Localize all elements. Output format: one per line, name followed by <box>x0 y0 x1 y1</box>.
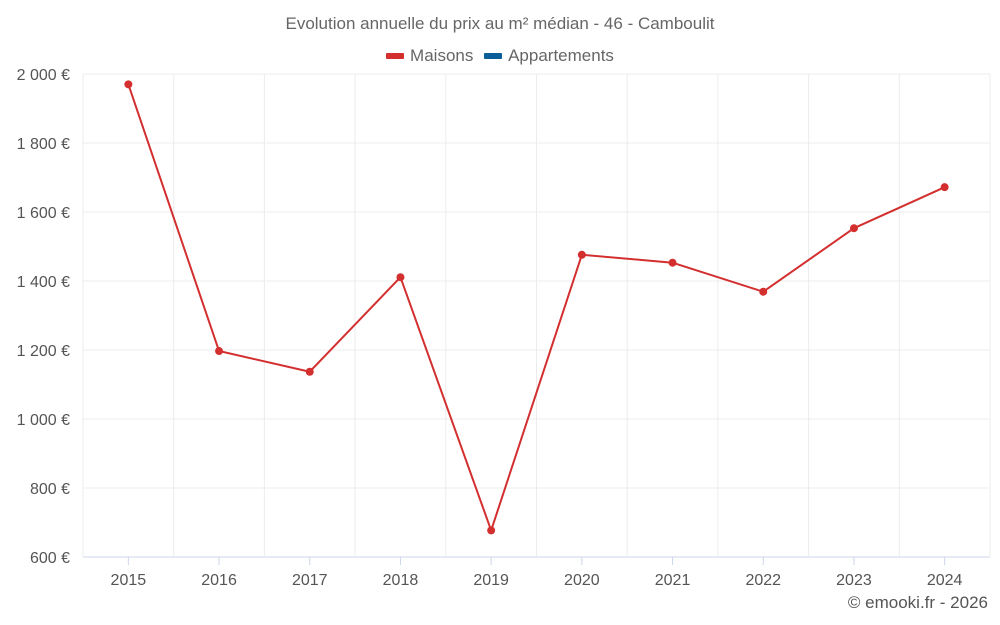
x-tick-label: 2022 <box>745 572 781 589</box>
data-point <box>668 258 677 267</box>
x-tick-label: 2016 <box>201 572 237 589</box>
data-point <box>396 273 405 282</box>
y-tick-label: 2 000 € <box>17 67 70 84</box>
data-point <box>940 183 949 192</box>
data-point <box>215 347 224 356</box>
y-tick-label: 800 € <box>30 481 70 498</box>
y-tick-label: 600 € <box>30 550 70 567</box>
data-point <box>487 526 496 535</box>
legend-item-appartements[interactable]: Appartements <box>484 46 614 66</box>
x-tick-label: 2023 <box>836 572 872 589</box>
legend-swatch-maisons <box>386 53 405 59</box>
x-tick-label: 2020 <box>564 572 600 589</box>
x-tick-label: 2021 <box>655 572 691 589</box>
x-tick-label: 2017 <box>292 572 328 589</box>
y-tick-label: 1 000 € <box>17 412 70 429</box>
chart-legend: Maisons Appartements <box>0 44 1000 66</box>
legend-item-maisons[interactable]: Maisons <box>386 46 473 66</box>
x-tick-label: 2024 <box>927 572 963 589</box>
data-point <box>124 80 133 89</box>
credit-text: © emooki.fr - 2026 <box>847 593 988 612</box>
data-point <box>759 287 768 296</box>
y-tick-label: 1 600 € <box>17 205 70 222</box>
data-point <box>849 224 858 233</box>
legend-label-appartements: Appartements <box>508 46 614 65</box>
y-tick-label: 1 200 € <box>17 343 70 360</box>
y-tick-label: 1 800 € <box>17 136 70 153</box>
x-tick-label: 2015 <box>111 572 147 589</box>
legend-label-maisons: Maisons <box>410 46 474 65</box>
x-tick-label: 2018 <box>383 572 419 589</box>
chart-title: Evolution annuelle du prix au m² médian … <box>285 14 715 33</box>
legend-swatch-appartements <box>484 53 503 59</box>
data-point <box>577 250 586 259</box>
data-point <box>305 367 314 376</box>
y-tick-label: 1 400 € <box>17 274 70 291</box>
x-tick-label: 2019 <box>473 572 509 589</box>
series-line-maisons <box>127 84 946 532</box>
